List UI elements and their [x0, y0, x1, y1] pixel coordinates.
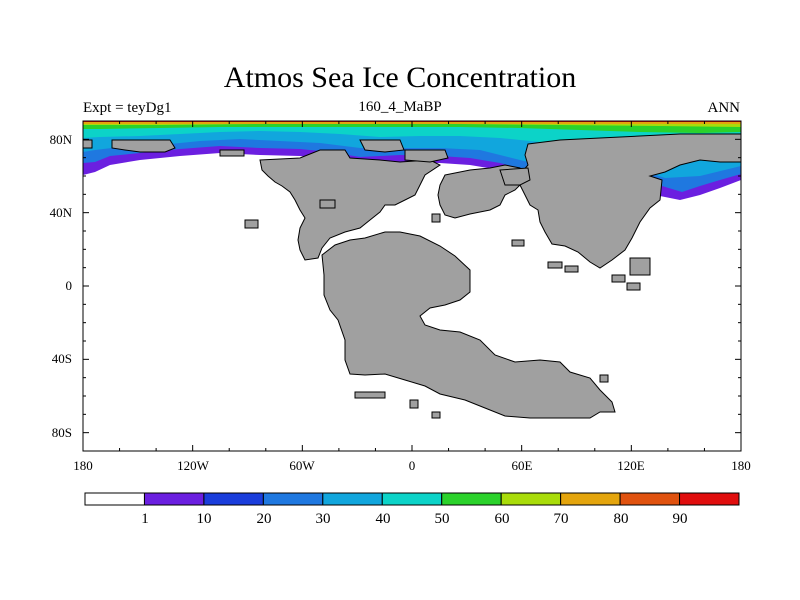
land-gondwana: [321, 231, 616, 419]
colorbar-segment: [262, 492, 324, 506]
land-scandinavia: [499, 167, 531, 186]
season-label: ANN: [707, 100, 741, 116]
lon-tick-120w: 120W: [177, 458, 210, 473]
lon-tick-180e: 180: [731, 458, 751, 473]
colorbar-segment: [143, 492, 205, 506]
colorbar-segment: [381, 492, 443, 506]
land-eurasia: [519, 133, 742, 269]
period-label: 160_4_MaBP: [358, 99, 442, 115]
colorbar-segment: [560, 492, 621, 506]
colorbar-label-50: 50: [435, 511, 450, 527]
lat-tick-0: 0: [66, 278, 73, 293]
axis-ticks: [82, 120, 742, 452]
colorbar-segment: [203, 492, 264, 506]
colorbar-label-90: 90: [673, 511, 688, 527]
land-masses: [82, 133, 742, 419]
land-small-island-2: [82, 139, 93, 149]
land-island-k: [244, 219, 259, 229]
colorbar-label-20: 20: [257, 511, 272, 527]
lat-tick-80n: 80N: [50, 132, 73, 147]
colorbar-label-70: 70: [554, 511, 569, 527]
plot-title: Atmos Sea Ice Concentration: [223, 61, 577, 94]
land-greenland-east: [404, 149, 449, 163]
land-north-america: [259, 149, 441, 261]
colorbar-labels: 1 10 20 30 40 50 60 70 80 90: [141, 511, 687, 527]
colorbar-segment: [322, 492, 383, 506]
land-small-island-1: [219, 149, 245, 157]
land-island-i: [431, 411, 441, 419]
land-island-j: [599, 374, 609, 383]
land-greenland-west: [359, 139, 405, 153]
colorbar-label-80: 80: [614, 511, 629, 527]
colorbar-segment: [679, 492, 740, 506]
colorbar-label-10: 10: [197, 511, 212, 527]
lon-tick-60e: 60E: [512, 458, 533, 473]
land-island-b: [564, 265, 579, 273]
land-island-c: [629, 257, 651, 276]
colorbar-segment: [441, 492, 502, 506]
lon-tick-60w: 60W: [289, 458, 315, 473]
lat-tick-40n: 40N: [50, 205, 73, 220]
lon-tick-0: 0: [409, 458, 416, 473]
colorbar-segment: [500, 492, 562, 506]
land-island-h: [409, 399, 419, 409]
lon-tick-180w: 180: [73, 458, 93, 473]
lat-tick-80s: 80S: [52, 425, 72, 440]
colorbar-segment: [619, 492, 681, 506]
colorbar-label-1: 1: [141, 511, 149, 527]
lon-tick-120e: 120E: [617, 458, 645, 473]
ice-band-teal: [83, 121, 741, 160]
land-island-l: [431, 213, 441, 223]
colorbar-label-30: 30: [316, 511, 331, 527]
lon-axis: 180 120W 60W 0 60E 120E 180: [73, 458, 751, 473]
lat-axis: 80N 40N 0 40S 80S: [50, 132, 73, 440]
land-island-e: [626, 282, 641, 291]
land-arctic-islands-west: [111, 139, 176, 153]
land-island-a: [547, 261, 563, 269]
colorbar: [84, 492, 740, 506]
land-island-m: [319, 199, 336, 209]
colorbar-segment: [84, 492, 145, 506]
experiment-label: Expt = teyDg1: [83, 100, 172, 116]
colorbar-label-60: 60: [495, 511, 510, 527]
land-island-f: [511, 239, 525, 247]
land-island-g: [354, 391, 386, 399]
colorbar-label-40: 40: [376, 511, 391, 527]
land-island-d: [611, 274, 626, 283]
lat-tick-40s: 40S: [52, 351, 72, 366]
